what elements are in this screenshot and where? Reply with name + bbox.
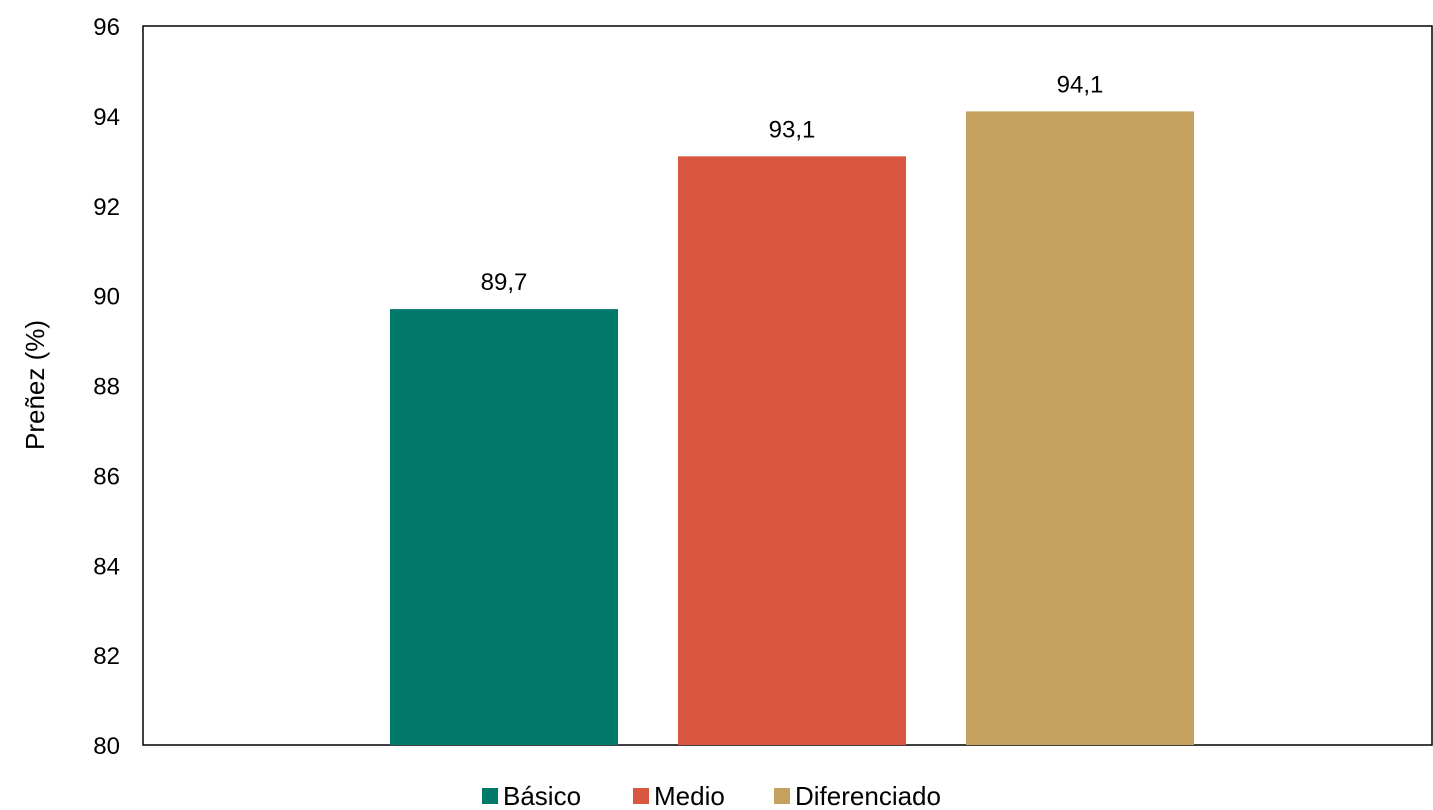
data-labels: 89,7 93,1 94,1 [481,71,1104,296]
data-label-diferenciado: 94,1 [1057,71,1104,98]
y-tick-label: 84 [93,553,120,580]
y-tick-label: 88 [93,374,120,401]
y-axis-ticks: 80 82 84 86 88 90 92 94 96 [93,14,120,760]
y-tick-label: 82 [93,643,120,670]
legend: Básico Medio Diferenciado [482,781,941,810]
data-label-basico: 89,7 [481,269,528,296]
bar-medio [678,156,906,746]
bar-diferenciado [966,111,1194,746]
y-tick-label: 90 [93,284,120,311]
y-tick-label: 94 [93,104,120,131]
y-axis-title: Preñez (%) [20,320,50,450]
legend-swatch-diferenciado [774,788,790,804]
data-label-medio: 93,1 [769,116,816,143]
y-tick-label: 80 [93,733,120,760]
y-tick-label: 92 [93,194,120,221]
legend-label-diferenciado: Diferenciado [795,781,941,810]
y-tick-label: 96 [93,14,120,41]
legend-label-medio: Medio [654,781,725,810]
bars [390,111,1194,746]
legend-swatch-basico [482,788,498,804]
bar-basico [390,309,618,745]
y-tick-label: 86 [93,463,120,490]
legend-swatch-medio [633,788,649,804]
legend-label-basico: Básico [503,781,581,810]
